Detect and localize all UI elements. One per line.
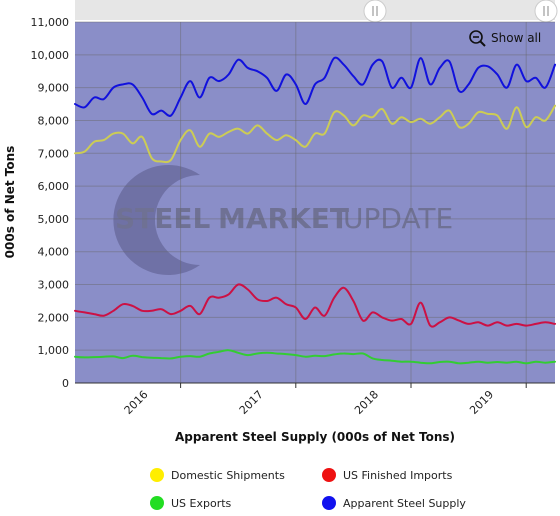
y-tick-label: 7,000	[38, 147, 70, 160]
legend-marker	[322, 496, 336, 510]
zoom-out-icon	[469, 30, 486, 47]
y-tick-label: 8,000	[38, 114, 70, 127]
series-line-apparent-steel-supply[interactable]	[74, 56, 556, 117]
navigator-left-handle[interactable]	[363, 0, 387, 23]
legend-marker	[322, 468, 336, 482]
y-tick-label: 6,000	[38, 180, 70, 193]
watermark-word-market: MARKET	[218, 202, 349, 235]
series-line-us-exports[interactable]	[74, 349, 556, 365]
y-tick-label: 0	[62, 377, 69, 390]
y-tick-label: 3,000	[38, 279, 70, 292]
navigator-right-handle[interactable]	[534, 0, 558, 23]
x-tick-label: 2016	[122, 388, 151, 417]
show-all-button[interactable]: Show all	[466, 27, 546, 49]
y-tick-label: 11,000	[31, 16, 70, 29]
legend-label: US Exports	[171, 497, 232, 510]
y-axis-title: 000s of Net Tons	[3, 146, 17, 259]
y-tick-label: 9,000	[38, 82, 70, 95]
show-all-label: Show all	[491, 31, 541, 45]
x-tick-label: 2017	[237, 388, 266, 417]
legend-item-domestic-shipments[interactable]: Domestic Shipments	[150, 468, 285, 482]
legend-label: US Finished Imports	[343, 469, 453, 482]
x-axis: 2016 2017 2018 2019	[75, 382, 555, 417]
watermark-word-steel: STEEL	[115, 202, 211, 235]
watermark-crescent-icon	[113, 164, 200, 275]
watermark-word-update: UPDATE	[343, 202, 453, 235]
y-tick-label: 4,000	[38, 246, 70, 259]
y-tick-label: 5,000	[38, 213, 70, 226]
legend-label: Apparent Steel Supply	[343, 497, 466, 510]
x-tick-label: 2018	[352, 388, 381, 417]
range-navigator[interactable]	[75, 0, 555, 20]
x-axis-title: Apparent Steel Supply (000s of Net Tons)	[175, 430, 455, 444]
y-tick-label: 2,000	[38, 311, 70, 324]
series-lines	[74, 56, 556, 365]
legend-marker	[150, 468, 164, 482]
x-tick-label: 2019	[467, 388, 496, 417]
y-tick-label: 10,000	[31, 49, 70, 62]
legend-item-apparent-steel-supply[interactable]: Apparent Steel Supply	[322, 496, 466, 510]
y-tick-label: 1,000	[38, 344, 70, 357]
series-line-us-finished-imports[interactable]	[74, 283, 556, 328]
legend-marker	[150, 496, 164, 510]
legend: Domestic Shipments US Finished Imports US …	[150, 468, 466, 510]
legend-item-us-exports[interactable]: US Exports	[150, 496, 232, 510]
series-line-domestic-shipments[interactable]	[74, 104, 556, 164]
legend-item-us-finished-imports[interactable]: US Finished Imports	[322, 468, 453, 482]
legend-label: Domestic Shipments	[171, 469, 285, 482]
steel-market-update-watermark: STEEL MARKET UPDATE	[113, 164, 453, 275]
y-axis: 0 1,000 2,000 3,000 4,000 5,000 6,000 7,000 8,00…	[31, 16, 70, 390]
